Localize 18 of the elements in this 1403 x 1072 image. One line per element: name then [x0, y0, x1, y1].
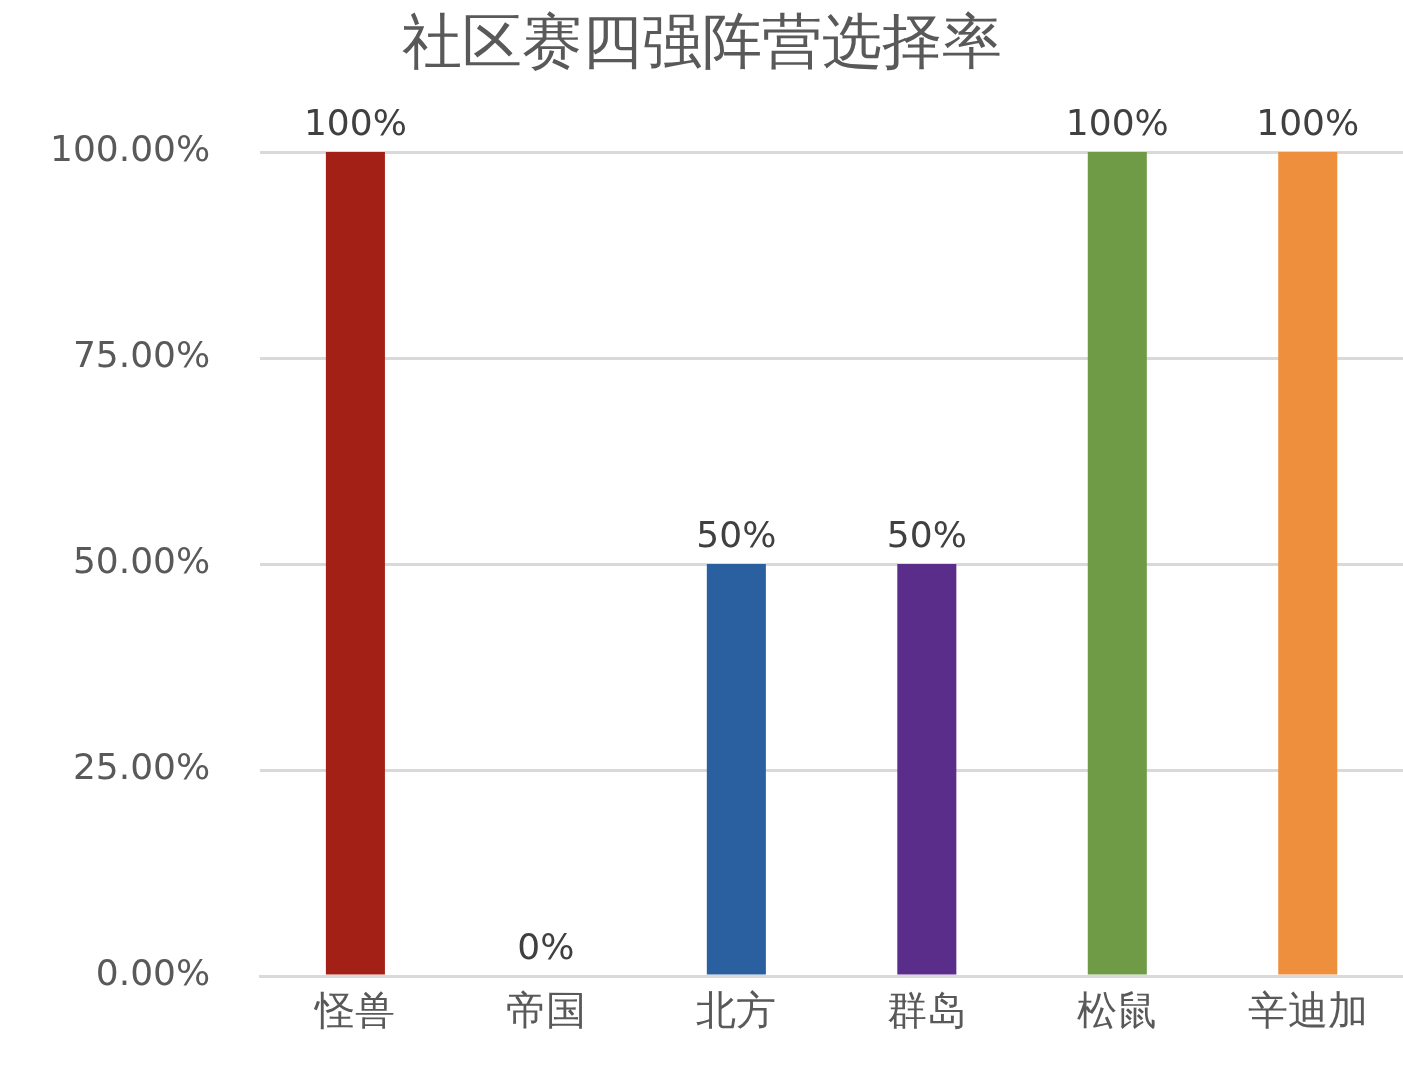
x-tick-label: 松鼠	[1077, 987, 1158, 1034]
data-label: 50%	[696, 514, 777, 556]
x-tick-label: 群岛	[886, 987, 967, 1034]
data-label: 100%	[1065, 102, 1169, 144]
data-label: 0%	[517, 926, 575, 968]
data-label: 100%	[303, 102, 407, 144]
y-tick-label: 75.00%	[72, 334, 211, 376]
x-tick-label: 辛迪加	[1247, 987, 1368, 1034]
data-label: 100%	[1256, 102, 1360, 144]
y-tick-label: 25.00%	[72, 746, 211, 788]
x-tick-label: 北方	[696, 987, 777, 1034]
x-tick-label: 帝国	[505, 987, 586, 1034]
x-tick-label: 怪兽	[313, 987, 396, 1034]
y-tick-label: 100.00%	[50, 128, 211, 170]
data-label: 50%	[886, 514, 967, 556]
y-tick-label: 0.00%	[95, 952, 211, 994]
chart-title: 社区赛四强阵营选择率	[401, 5, 1002, 76]
y-tick-label: 50.00%	[72, 540, 211, 582]
